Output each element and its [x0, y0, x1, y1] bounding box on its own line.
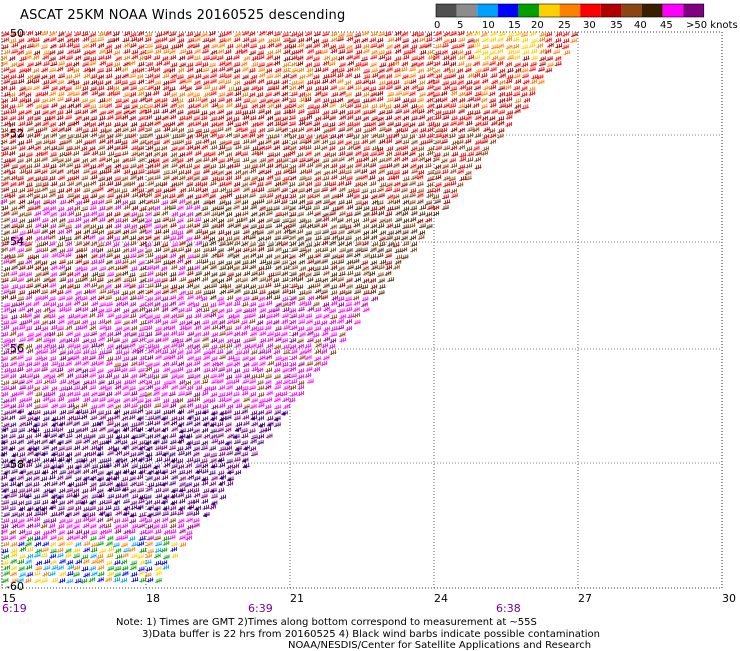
- legend-label: 20: [531, 20, 544, 31]
- legend-label: 30: [583, 20, 596, 31]
- x-tick-label: 21: [290, 592, 304, 605]
- legend-label: 25: [558, 20, 571, 31]
- x-tick-label: 30: [722, 592, 736, 605]
- legend-swatch: [683, 4, 704, 17]
- legend-swatch: [518, 4, 539, 17]
- legend-label: 10: [482, 20, 495, 31]
- legend-label: >50 knots: [686, 20, 738, 31]
- legend-label: 35: [610, 20, 623, 31]
- legend-swatch: [580, 4, 601, 17]
- y-tick-label: -54: [6, 235, 24, 248]
- y-tick-label: -60: [6, 580, 24, 593]
- legend-label: 5: [457, 20, 464, 31]
- wind-barbs: [0, 30, 578, 584]
- legend-swatch: [497, 4, 519, 17]
- time-label: 6:38: [496, 602, 521, 615]
- legend-label: 15: [508, 20, 521, 31]
- map-grid: [1, 31, 723, 589]
- wind-speed-legend: [435, 3, 705, 18]
- legend-swatch: [539, 4, 560, 17]
- note-line-3: NOAA/NESDIS/Center for Satellite Applica…: [288, 640, 592, 651]
- legend-swatch: [642, 4, 663, 17]
- legend-swatch: [436, 4, 457, 17]
- time-label: 6:39: [248, 602, 273, 615]
- legend-swatch: [477, 4, 498, 17]
- legend-swatch: [621, 4, 642, 17]
- legend-label: 0: [434, 20, 441, 31]
- y-tick-label: -50: [6, 27, 24, 40]
- y-tick-label: -52: [6, 127, 24, 140]
- x-tick-label: 27: [578, 592, 592, 605]
- note-line-1: Note: 1) Times are GMT 2)Times along bot…: [116, 617, 537, 628]
- y-tick-label: -56: [6, 342, 24, 355]
- note-line-2: 3)Data buffer is 22 hrs from 20160525 4)…: [142, 629, 600, 640]
- legend-swatch: [600, 4, 622, 17]
- x-tick-label: 24: [434, 592, 448, 605]
- legend-swatch: [456, 4, 478, 17]
- map-title: ASCAT 25KM NOAA Winds 20160525 descendin…: [20, 8, 346, 23]
- y-tick-label: -58: [6, 458, 24, 471]
- x-tick-label: 15: [2, 592, 16, 605]
- legend-swatch: [559, 4, 581, 17]
- x-tick-label: 18: [146, 592, 160, 605]
- legend-swatch: [662, 4, 684, 17]
- legend-label: 45: [660, 20, 673, 31]
- legend-label: 40: [634, 20, 647, 31]
- time-label: 6:19: [2, 602, 27, 615]
